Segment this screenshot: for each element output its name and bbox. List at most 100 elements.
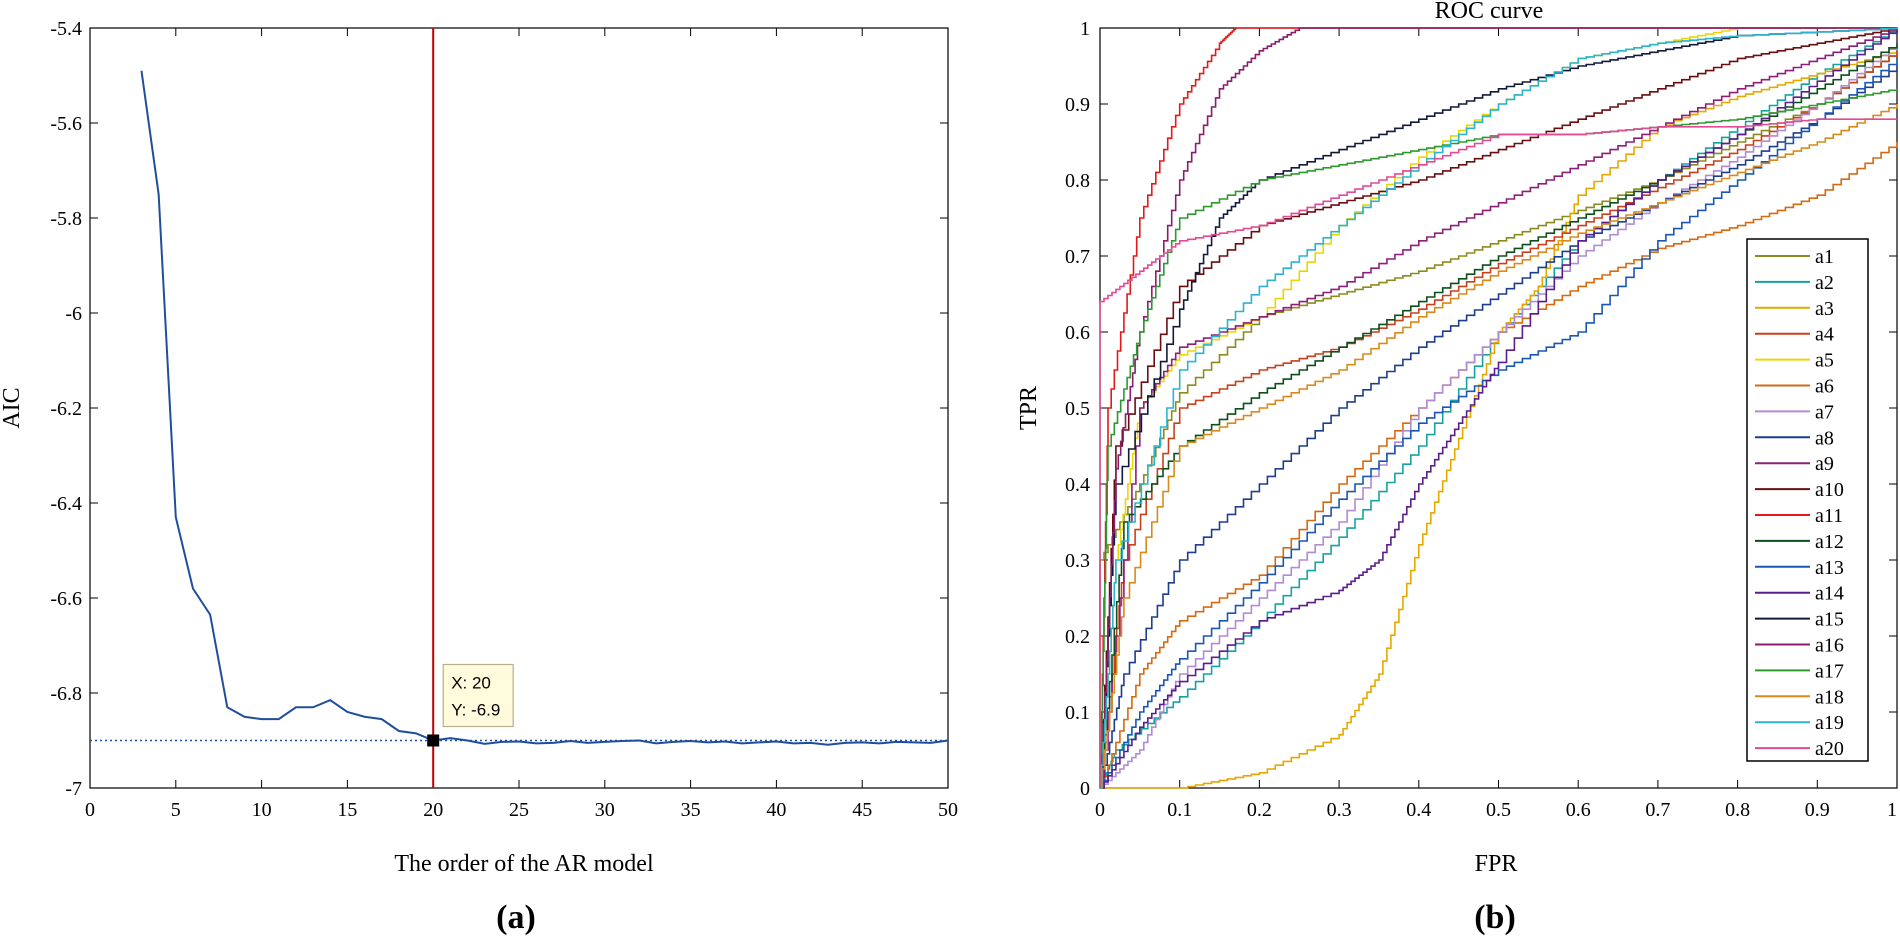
aic-y-tick-label: -6.8: [50, 683, 82, 705]
legend-label-a16: a16: [1815, 635, 1844, 657]
roc-x-tick-label: 0: [1095, 799, 1105, 821]
panel-a-label: (a): [496, 899, 536, 936]
roc-x-tick-label: 0.4: [1406, 799, 1431, 821]
aic-datatip-y: Y: -6.9: [451, 701, 500, 720]
roc-curve-a2: [1100, 28, 1898, 789]
aic-y-tick-label: -5.6: [50, 113, 82, 135]
roc-y-tick-label: 0.9: [1065, 94, 1090, 116]
roc-curve-a9: [1100, 28, 1898, 789]
roc-curve-a15: [1100, 28, 1898, 789]
legend-label-a14: a14: [1815, 583, 1844, 605]
legend-label-a11: a11: [1815, 505, 1843, 527]
legend-label-a17: a17: [1815, 660, 1844, 682]
roc-title: ROC curve: [1435, 0, 1544, 24]
legend-label-a15: a15: [1815, 609, 1844, 631]
roc-x-axis-label: FPR: [1475, 851, 1518, 877]
aic-x-tick-label: 5: [171, 799, 181, 821]
roc-y-tick-label: 0.6: [1065, 322, 1090, 344]
aic-axis-ticks: 0 5 10 15 20 25 30 35 40 45 50 -7 -6.8 -6.6 -6.4 -6.2 -6…: [50, 18, 958, 821]
aic-y-tick-label: -6.4: [50, 493, 82, 515]
roc-curve-a3: [1100, 50, 1898, 789]
roc-x-tick-label: 0.9: [1805, 799, 1830, 821]
roc-x-tick-label: 0.1: [1167, 799, 1192, 821]
legend-label-a20: a20: [1815, 738, 1844, 760]
roc-x-tick-label: 0.5: [1486, 799, 1511, 821]
panel-b-label: (b): [1474, 899, 1516, 936]
roc-y-tick-label: 0.7: [1065, 246, 1090, 268]
legend-label-a12: a12: [1815, 531, 1844, 553]
roc-legend: a1 a2 a3 a4 a5 a6 a7 a8 a9 a10 a11 a12 a13 a14 a15 a16 a…: [1746, 238, 1869, 762]
legend-label-a3: a3: [1815, 298, 1834, 320]
aic-y-tick-label: -6.6: [50, 588, 82, 610]
aic-chart: 0 5 10 15 20 25 30 35 40 45 50 -7 -6.8 -6.6 -6.4 -6.2 -6…: [0, 18, 958, 936]
roc-curve-a1: [1099, 50, 1898, 788]
aic-datatip-box: [442, 663, 514, 728]
aic-y-axis-label: AIC: [0, 387, 25, 428]
roc-y-tick-label: 0.5: [1065, 398, 1090, 420]
roc-curve-a13: [1100, 58, 1898, 789]
aic-y-tick-label: -6.2: [50, 398, 82, 420]
roc-curve-a17: [1100, 88, 1898, 789]
roc-curve-a10: [1100, 28, 1898, 789]
roc-y-tick-label: 0.3: [1065, 550, 1090, 572]
roc-y-tick-label: 0.4: [1065, 474, 1090, 496]
aic-y-tick-label: -6: [65, 303, 82, 325]
aic-x-tick-label: 40: [766, 799, 786, 821]
aic-x-tick-label: 35: [681, 799, 701, 821]
legend-label-a13: a13: [1815, 557, 1844, 579]
aic-series-line: [140, 70, 949, 746]
roc-x-tick-label: 0.2: [1247, 799, 1272, 821]
legend-label-a19: a19: [1815, 712, 1844, 734]
roc-y-axis-label: TPR: [1016, 386, 1042, 430]
roc-y-tick-label: 0: [1080, 778, 1090, 800]
roc-y-tick-label: 1: [1080, 18, 1090, 40]
aic-x-tick-label: 25: [509, 799, 529, 821]
legend-label-a7: a7: [1815, 401, 1834, 423]
aic-x-tick-label: 10: [252, 799, 272, 821]
roc-x-tick-label: 0.3: [1327, 799, 1352, 821]
aic-y-tick-label: -7: [65, 778, 82, 800]
roc-curve-a8: [1100, 66, 1898, 789]
aic-x-tick-label: 45: [852, 799, 872, 821]
roc-x-tick-label: 0.8: [1725, 799, 1750, 821]
aic-plot-marks: X: 20 Y: -6.9: [90, 28, 949, 788]
aic-x-tick-label: 50: [938, 799, 958, 821]
legend-label-a18: a18: [1815, 686, 1844, 708]
roc-curve-a14: [1100, 28, 1898, 789]
roc-y-tick-label: 0.8: [1065, 170, 1090, 192]
aic-x-axis-label: The order of the AR model: [394, 851, 654, 877]
legend-label-a8: a8: [1815, 427, 1834, 449]
roc-y-tick-label: 0.2: [1065, 626, 1090, 648]
aic-plot-frame: [89, 27, 949, 789]
aic-y-tick-label: -5.4: [50, 18, 82, 40]
roc-curve-a20: [1099, 118, 1897, 788]
roc-chart: ROC curve 0 0.1 0.2 0.3 0.4 0.5 0.6 0.7 0.8 0.9 10…: [1016, 0, 1898, 936]
roc-curve-a16: [1100, 27, 1897, 789]
legend-label-a1: a1: [1815, 246, 1834, 268]
roc-plot-marks: [1099, 27, 1898, 789]
aic-x-tick-label: 0: [85, 799, 95, 821]
roc-axis-ticks: 0 0.1 0.2 0.3 0.4 0.5 0.6 0.7 0.8 0.9 1 0 0.1 0.2 0.3 0…: [1065, 18, 1898, 821]
aic-datatip-marker[interactable]: [427, 734, 440, 747]
legend-label-a5: a5: [1815, 350, 1834, 372]
legend-label-a6: a6: [1815, 376, 1834, 398]
aic-x-tick-label: 20: [423, 799, 443, 821]
roc-y-tick-label: 0.1: [1065, 702, 1090, 724]
roc-x-tick-label: 1: [1887, 799, 1897, 821]
legend-label-a2: a2: [1815, 272, 1834, 294]
aic-datatip-x: X: 20: [451, 674, 491, 693]
aic-x-tick-label: 15: [337, 799, 357, 821]
aic-x-tick-label: 30: [595, 799, 615, 821]
roc-x-tick-label: 0.6: [1566, 799, 1591, 821]
legend-label-a9: a9: [1815, 453, 1834, 475]
aic-datatip[interactable]: X: 20 Y: -6.9: [442, 663, 514, 728]
aic-y-tick-label: -5.8: [50, 208, 82, 230]
legend-label-a4: a4: [1815, 324, 1834, 346]
roc-curve-a7: [1100, 43, 1898, 789]
legend-label-a10: a10: [1815, 479, 1844, 501]
roc-curve-a18: [1100, 104, 1898, 789]
legend-box: [1746, 238, 1869, 762]
roc-x-tick-label: 0.7: [1645, 799, 1670, 821]
roc-curve-a4: [1100, 50, 1898, 789]
